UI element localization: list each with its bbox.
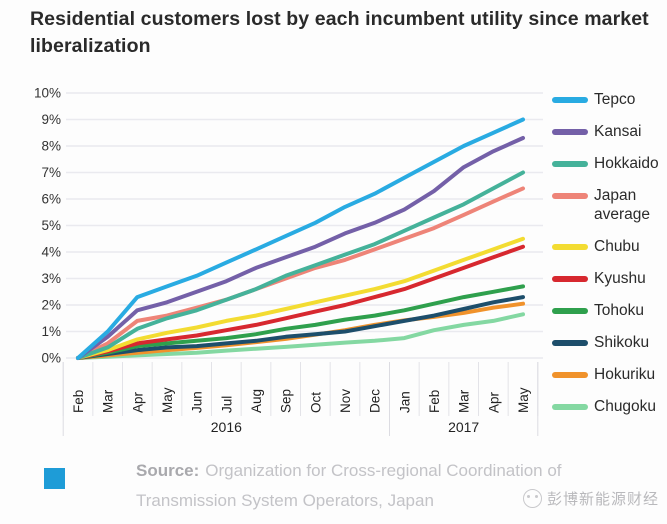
legend-swatch-icon	[552, 276, 588, 282]
y-tick-label: 8%	[41, 139, 61, 154]
legend-item-hokuriku: Hokuriku	[552, 365, 664, 384]
source-line-2: Transmission System Operators, Japan	[136, 491, 434, 510]
line-tohoku	[76, 284, 525, 360]
x-tick-label: Mar	[101, 389, 116, 413]
legend-label: Chugoku	[594, 398, 657, 415]
legend-item-kyushu: Kyushu	[552, 269, 664, 288]
x-tick-label: Jan	[397, 391, 412, 413]
x-tick-label: Aug	[249, 389, 264, 413]
source-label: Source:	[136, 461, 200, 480]
x-tick-label: Nov	[338, 389, 353, 413]
legend-item-chugoku: Chugoku	[552, 397, 664, 416]
x-tick-label: May	[516, 387, 531, 413]
legend-swatch-icon	[552, 193, 588, 199]
x-tick-label: Feb	[71, 390, 86, 413]
chart-legend: Tepco Kansai Hokkaido Japan average Chubu Kyu…	[552, 90, 664, 429]
legend-label: Kyushu	[594, 270, 646, 287]
legend-item-chubu: Chubu	[552, 237, 664, 256]
line-kansai	[76, 136, 525, 360]
footer: Source: Organization for Cross-regional C…	[0, 455, 667, 524]
x-tick-label: May	[160, 387, 175, 413]
legend-swatch-icon	[552, 244, 588, 250]
x-tick-label: Apr	[130, 391, 145, 413]
line-hokkaido	[76, 170, 525, 360]
legend-label: Tohoku	[594, 302, 644, 319]
x-tick-label: Oct	[308, 392, 323, 413]
y-tick-label: 9%	[41, 112, 61, 127]
y-tick-label: 0%	[41, 351, 61, 366]
line-japan-average	[76, 186, 525, 360]
legend-swatch-icon	[552, 97, 588, 103]
y-tick-label: 6%	[41, 192, 61, 207]
watermark-text: 彭博新能源财经	[546, 491, 659, 508]
x-tick-label: Apr	[486, 391, 501, 413]
x-tick-label: Jul	[219, 396, 234, 413]
y-tick-label: 2%	[41, 298, 61, 313]
legend-swatch-icon	[552, 161, 588, 167]
watermark: 彭博新能源财经	[522, 488, 659, 509]
legend-swatch-icon	[552, 308, 588, 314]
source-brand-square	[44, 468, 65, 489]
x-tick-label: Jun	[190, 391, 205, 413]
watermark-logo-icon	[522, 489, 542, 508]
legend-item-tohoku: Tohoku	[552, 301, 664, 320]
legend-item-kansai: Kansai	[552, 122, 664, 141]
legend-label: Japan average	[594, 187, 651, 223]
legend-item-tepco: Tepco	[552, 90, 664, 109]
line-chubu	[76, 236, 525, 360]
chart-title: Residential customers lost by each incum…	[30, 8, 649, 58]
legend-item-shikoku: Shikoku	[552, 333, 664, 352]
line-kyushu	[76, 244, 525, 360]
y-tick-label: 4%	[41, 245, 61, 260]
y-tick-label: 3%	[41, 271, 61, 286]
year-label: 2016	[211, 419, 242, 435]
line-shikoku	[76, 295, 525, 360]
year-label: 2017	[448, 419, 479, 435]
legend-label: Hokkaido	[594, 155, 659, 172]
legend-label: Shikoku	[594, 334, 650, 351]
x-tick-label: Feb	[427, 390, 442, 413]
line-chart-plot: 0% 1% 2% 3% 4% 5% 6% 7% 8% 9% 10% Feb Mar Apr May Jun Ju…	[34, 86, 543, 436]
source-line-1: Source: Organization for Cross-regional C…	[136, 456, 596, 486]
legend-label: Chubu	[594, 238, 640, 255]
legend-label: Hokuriku	[594, 366, 656, 383]
x-tick-label: Dec	[368, 389, 383, 413]
source-text-1: Organization for Cross-regional Coordina…	[205, 461, 562, 480]
legend-swatch-icon	[552, 129, 588, 135]
legend-swatch-icon	[552, 404, 588, 410]
y-tick-label: 10%	[34, 86, 61, 101]
line-chugoku	[76, 312, 525, 360]
legend-label: Kansai	[594, 123, 642, 140]
y-tick-label: 5%	[41, 218, 61, 233]
x-tick-label: Sep	[279, 389, 294, 413]
legend-swatch-icon	[552, 372, 588, 378]
y-tick-label: 7%	[41, 165, 61, 180]
y-tick-label: 1%	[41, 324, 61, 339]
legend-item-hokkaido: Hokkaido	[552, 154, 664, 173]
line-tepco	[76, 117, 525, 360]
legend-swatch-icon	[552, 340, 588, 346]
source-attribution: Source: Organization for Cross-regional C…	[136, 456, 596, 516]
x-tick-label: Mar	[457, 389, 472, 413]
legend-label: Tepco	[594, 91, 636, 108]
legend-item-japan-average: Japan average	[552, 186, 664, 224]
